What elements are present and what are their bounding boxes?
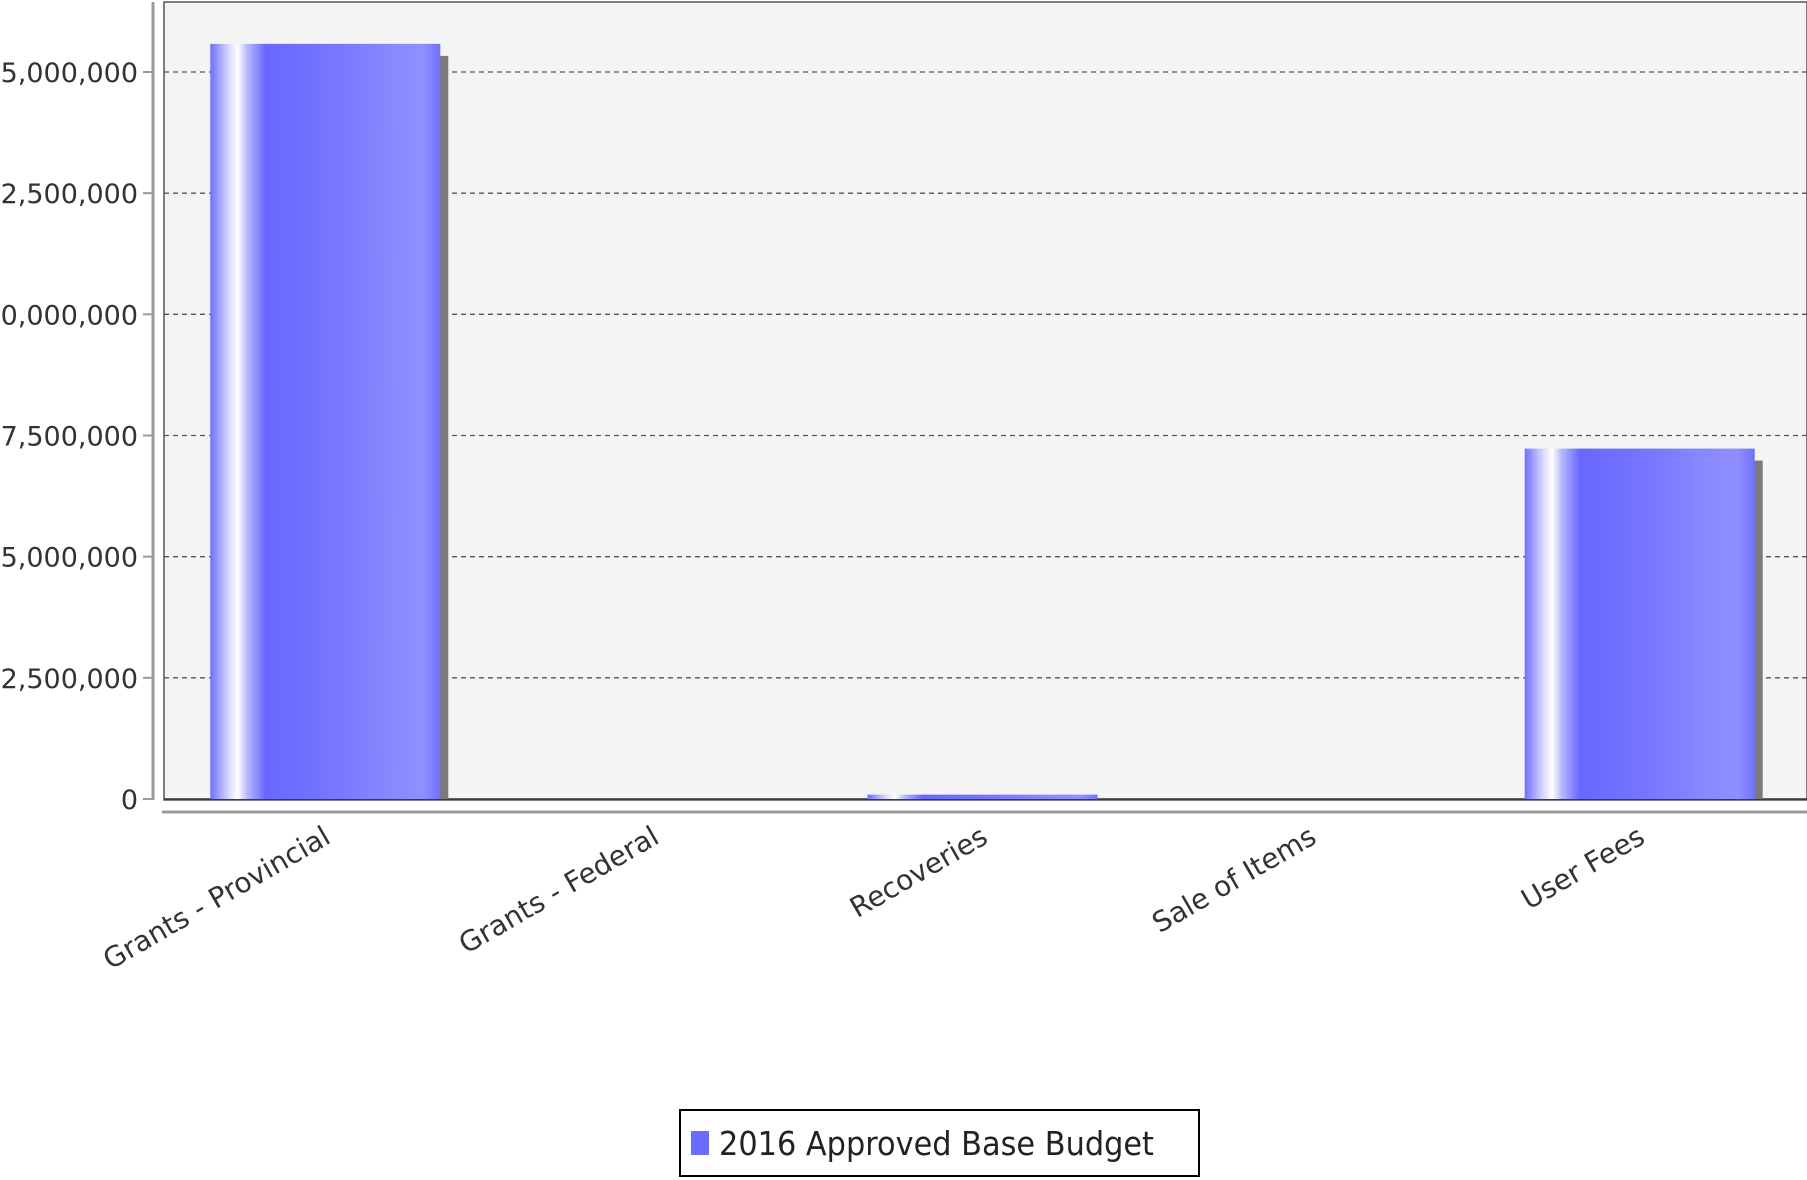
bar	[210, 43, 441, 799]
y-tick-label: 2,500,000	[1, 664, 138, 695]
x-category-label: Recoveries	[844, 819, 993, 924]
x-category-label: Grants - Provincial	[97, 819, 335, 976]
x-category-label: User Fees	[1516, 819, 1651, 916]
legend-swatch	[691, 1131, 709, 1155]
x-category-label: Grants - Federal	[453, 819, 664, 960]
x-axis-labels: Grants - Provincial Grants - Federal Recov…	[97, 819, 1650, 976]
legend: 2016 Approved Base Budget	[679, 1109, 1200, 1177]
bars	[210, 43, 1763, 799]
x-category-label: Sale of Items	[1147, 819, 1322, 939]
bar	[867, 794, 1098, 799]
y-tick-label: 7,500,000	[1, 422, 138, 453]
y-tick-label: 5,000,000	[1, 543, 138, 574]
bar	[1524, 448, 1755, 799]
y-tick-label: 10,000,000	[0, 300, 138, 331]
y-tick-label: 15,000,000	[0, 58, 138, 89]
legend-label: 2016 Approved Base Budget	[719, 1123, 1154, 1163]
y-tick-label: 12,500,000	[0, 179, 138, 210]
y-tick-label: 0	[121, 785, 138, 816]
y-axis-ticks: 0 2,500,000 5,000,000 7,500,000 10,000,000 12…	[0, 58, 153, 816]
